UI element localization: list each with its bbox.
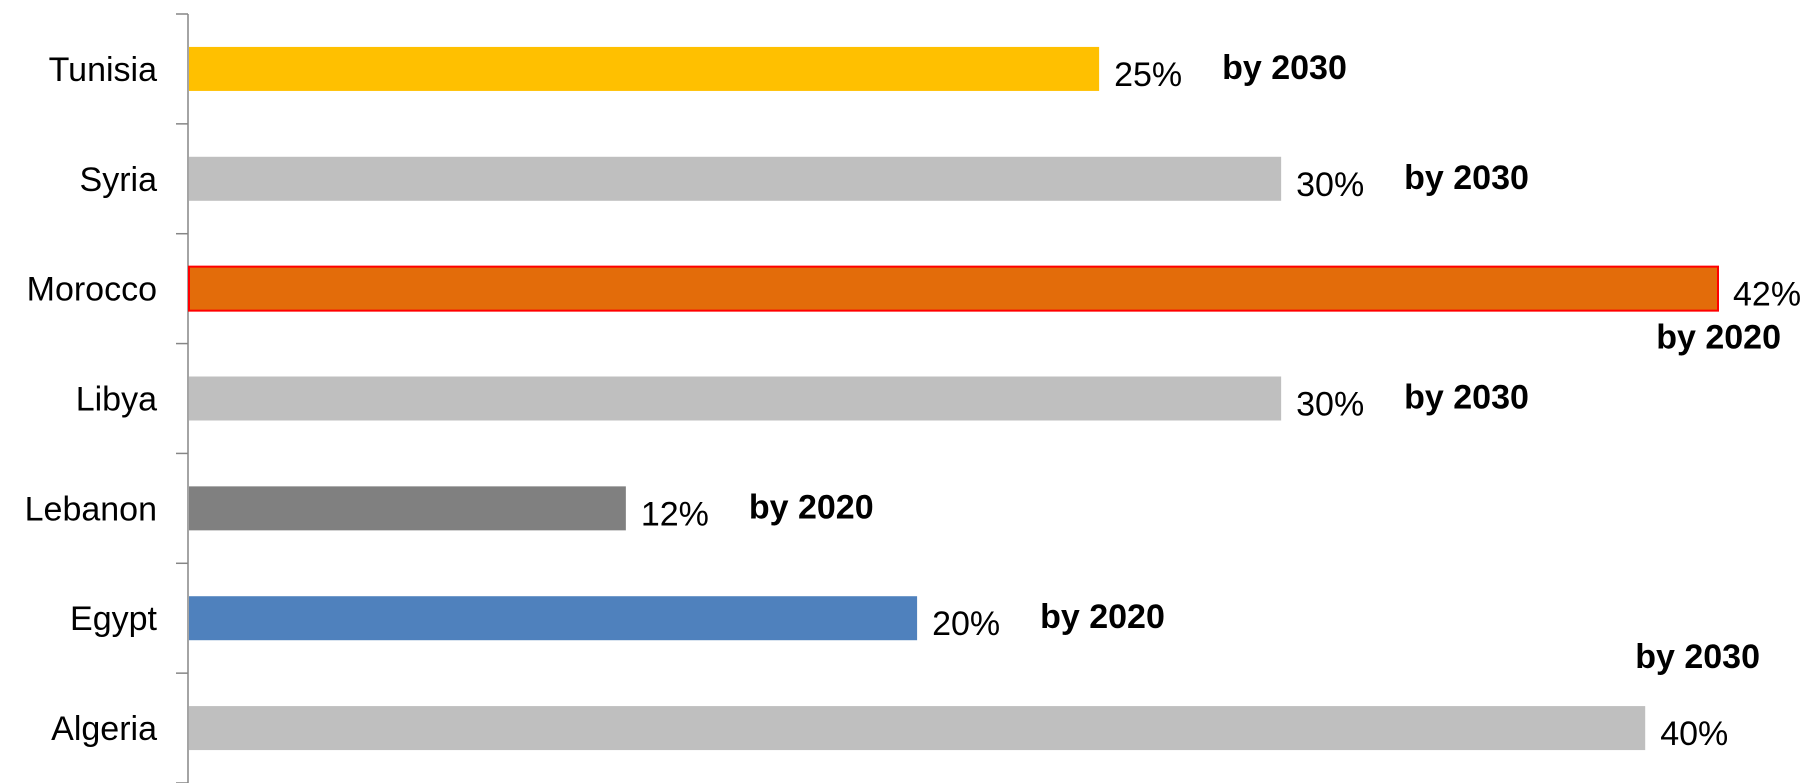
category-label-algeria: Algeria: [51, 710, 157, 748]
value-label-morocco: 42%: [1733, 276, 1801, 314]
category-label-tunisia: Tunisia: [49, 51, 157, 89]
bar-libya: [189, 376, 1282, 421]
annotation-label-algeria: by 2030: [1635, 638, 1760, 676]
category-label-libya: Libya: [76, 381, 157, 419]
bar-morocco: [188, 265, 1719, 312]
bar-algeria: [189, 706, 1646, 751]
value-label-lebanon: 12%: [641, 495, 709, 533]
bars: [188, 46, 1719, 751]
annotation-label-libya: by 2030: [1404, 379, 1529, 417]
bar-egypt: [189, 596, 918, 641]
labels: Tunisia 25% by 2030 Syria 30% by 2030 Morocco 4…: [25, 49, 1801, 753]
value-label-syria: 30%: [1296, 166, 1364, 204]
value-label-libya: 30%: [1296, 386, 1364, 424]
bar-syria: [189, 156, 1282, 201]
category-label-morocco: Morocco: [27, 271, 157, 309]
y-axis: [176, 13, 189, 783]
annotation-label-tunisia: by 2030: [1222, 49, 1347, 87]
annotation-label-egypt: by 2020: [1040, 598, 1165, 636]
category-label-syria: Syria: [80, 161, 158, 199]
bar-lebanon: [189, 486, 626, 531]
category-label-egypt: Egypt: [70, 600, 157, 638]
annotation-label-lebanon: by 2020: [749, 488, 874, 526]
value-label-algeria: 40%: [1660, 715, 1728, 753]
bar-tunisia: [189, 46, 1100, 91]
annotation-label-syria: by 2030: [1404, 159, 1529, 197]
value-label-tunisia: 25%: [1114, 56, 1182, 94]
value-label-egypt: 20%: [932, 605, 1000, 643]
category-label-lebanon: Lebanon: [25, 490, 157, 528]
annotation-label-morocco: by 2020: [1656, 319, 1781, 357]
